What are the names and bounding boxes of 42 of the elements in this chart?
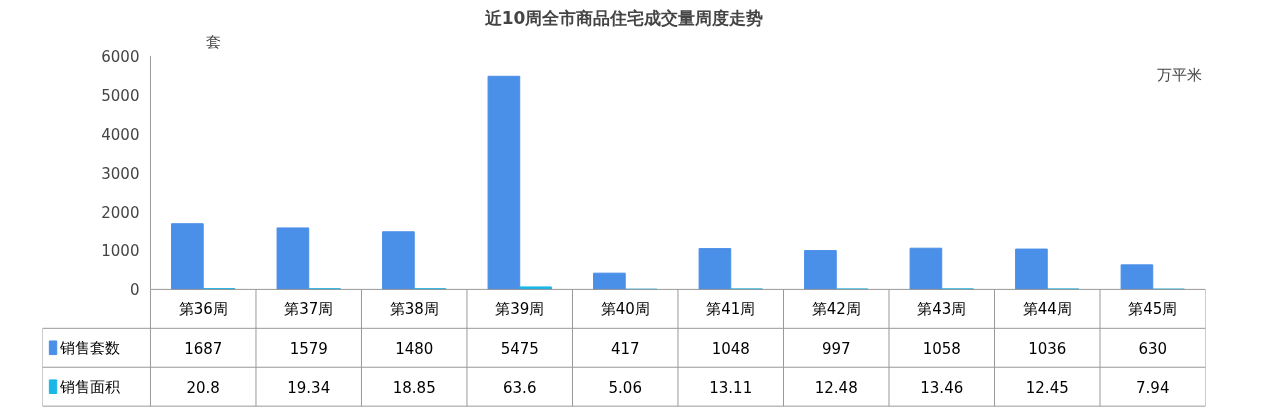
data-label: 1579 [289,339,328,358]
data-label: 630 [1138,339,1168,358]
data-label: 1036 [1028,339,1067,358]
legend-label: 销售套数 [59,338,121,357]
y-tick-label: 4000 [101,125,140,144]
x-tick-label: 第43周 [917,299,967,318]
data-label: 1058 [922,339,961,358]
data-label: 20.8 [186,378,220,397]
data-label: 13.11 [709,378,753,397]
data-label: 997 [821,339,851,358]
x-tick-label: 第39周 [495,299,545,318]
x-tick-label: 第36周 [178,299,228,318]
data-label: 63.6 [503,378,537,397]
data-label: 19.34 [287,378,331,397]
x-tick-label: 第40周 [600,299,650,318]
y-tick-label: 1000 [101,242,140,261]
x-tick-label: 第44周 [1022,299,1072,318]
data-label: 5.06 [608,378,642,397]
legend-label: 销售面积 [59,377,121,396]
data-label: 7.94 [1136,378,1170,397]
y2-axis-title: 万平米 [1156,65,1202,84]
x-tick-label: 第45周 [1128,299,1178,318]
data-label: 5475 [500,339,539,358]
y-tick-label: 5000 [101,86,140,105]
data-label: 1480 [395,339,434,358]
y-axis-title: 套 [206,32,222,51]
x-tick-label: 第38周 [389,299,439,318]
data-label: 417 [610,339,640,358]
y-tick-label: 3000 [101,164,140,183]
data-label: 1048 [711,339,750,358]
chart-title: 近10周全市商品住宅成交量周度走势 [483,7,764,28]
data-label: 18.85 [392,378,436,397]
y-tick-label: 2000 [101,203,140,222]
data-label: 12.45 [1025,378,1069,397]
y-tick-label: 0 [129,281,140,300]
x-tick-label: 第37周 [284,299,334,318]
x-tick-label: 第41周 [706,299,756,318]
y-tick-label: 6000 [101,47,140,66]
x-tick-label: 第42周 [811,299,861,318]
data-label: 1687 [184,339,223,358]
data-label: 13.46 [920,378,964,397]
data-label: 12.48 [814,378,858,397]
